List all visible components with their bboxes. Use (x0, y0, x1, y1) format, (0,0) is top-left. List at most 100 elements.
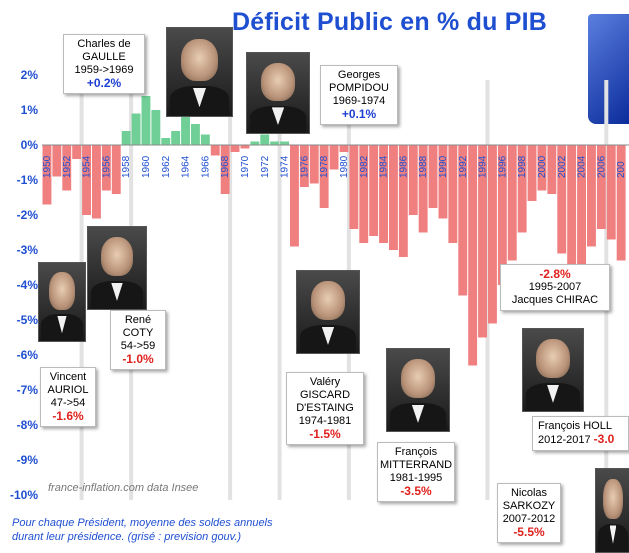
x-tick-label: 2002 (557, 155, 568, 178)
bar-1965 (191, 124, 200, 145)
x-tick-label: 1960 (141, 155, 152, 178)
source-credit: france-inflation.com data Insee (48, 482, 199, 494)
bar-1979 (329, 145, 339, 170)
x-tick-label: 1996 (497, 155, 508, 178)
bar-1962 (161, 138, 171, 145)
x-tick-label: 1988 (418, 155, 429, 178)
bar-2005 (587, 145, 596, 247)
bar-1964 (181, 117, 190, 145)
bar-1985 (389, 145, 398, 250)
bar-1997 (507, 145, 517, 261)
bar-1967 (210, 145, 220, 156)
de-gaulle-photo (166, 27, 233, 117)
x-tick-label: 1984 (379, 155, 390, 178)
bar-1992 (458, 145, 468, 296)
y-tick-label: -10% (9, 488, 38, 502)
x-tick-label: 1968 (220, 155, 231, 178)
x-tick-label: 2004 (577, 155, 588, 178)
y-tick-label: -3% (16, 243, 38, 257)
bar-1991 (448, 145, 458, 243)
bar-2008 (616, 145, 626, 261)
x-tick-label: 1962 (161, 155, 172, 178)
x-tick-label: 1990 (438, 155, 449, 178)
y-tick-label: -5% (16, 313, 38, 327)
x-tick-label: 1992 (458, 155, 469, 178)
x-tick-label: 1954 (82, 155, 93, 178)
x-tick-label: 1956 (101, 155, 112, 178)
coty-photo (87, 226, 147, 310)
x-tick-label: 1980 (339, 155, 350, 178)
y-tick-label: 1% (20, 103, 38, 117)
pompidou-label: Georges POMPIDOU 1969-1974 +0.1% (320, 65, 398, 125)
bar-1954 (82, 145, 91, 215)
auriol-label: Vincent AURIOL 47->54 -1.6% (40, 367, 96, 427)
bar-1950 (42, 145, 52, 205)
pompidou-photo (246, 52, 310, 134)
bar-1952 (62, 145, 72, 191)
bar-1951 (52, 145, 62, 177)
bar-1988 (418, 145, 428, 233)
bar-1983 (369, 145, 379, 236)
bar-1986 (398, 145, 408, 257)
bar-1953 (72, 145, 82, 159)
x-tick-label: 1952 (62, 155, 73, 178)
x-tick-label: 1972 (260, 155, 271, 178)
bar-1994 (478, 145, 487, 338)
bar-1968 (220, 145, 230, 194)
bar-1990 (438, 145, 448, 219)
mitterrand-photo (386, 348, 450, 432)
bar-1982 (359, 145, 369, 243)
bar-1993 (468, 145, 478, 366)
chirac-photo (522, 328, 584, 412)
x-tick-label: 1976 (299, 155, 310, 178)
x-tick-label: 1986 (398, 155, 409, 178)
auriol-photo (38, 262, 86, 342)
bar-1955 (92, 145, 101, 219)
bar-1974 (280, 141, 289, 145)
coty-label: René COTY 54->59 -1.0% (110, 310, 166, 370)
x-tick-label: 1978 (319, 155, 330, 178)
bar-2006 (596, 145, 606, 229)
x-tick-label: 1958 (121, 155, 132, 178)
hollande-label: François HOLL 2012-2017 -3.0 (532, 416, 629, 451)
bar-1996 (497, 145, 507, 285)
y-tick-label: -1% (16, 173, 38, 187)
bar-1972 (260, 134, 270, 145)
bar-1999 (527, 145, 537, 201)
bar-1998 (517, 145, 527, 233)
x-tick-label: 1970 (240, 155, 251, 178)
y-tick-label: -7% (16, 383, 38, 397)
chirac-label: -2.8% 1995-2007 Jacques CHIRAC (500, 264, 610, 311)
y-tick-label: -8% (16, 418, 38, 432)
bar-1961 (151, 110, 161, 145)
bar-1957 (111, 145, 121, 194)
sarkozy-photo (595, 468, 629, 553)
bar-2003 (567, 145, 577, 282)
y-tick-label: -2% (16, 208, 38, 222)
bar-2004 (577, 145, 586, 271)
bar-1963 (171, 131, 181, 145)
bar-2000 (537, 145, 547, 191)
x-tick-label: 1974 (280, 155, 291, 178)
y-tick-label: 0% (20, 138, 38, 152)
footnote: Pour chaque Président, moyenne des solde… (12, 517, 273, 543)
bar-1981 (349, 145, 359, 229)
bar-2007 (606, 145, 616, 240)
x-tick-label: 1966 (200, 155, 211, 178)
bar-1973 (270, 141, 280, 145)
presidency-separator (228, 80, 233, 500)
bar-1970 (240, 145, 250, 149)
giscard-photo (296, 270, 360, 354)
bar-1989 (428, 145, 438, 208)
bar-1984 (379, 145, 388, 243)
bar-1959 (131, 113, 141, 145)
bar-1980 (339, 145, 349, 152)
x-tick-label: 2006 (596, 155, 607, 178)
y-tick-label: -6% (16, 348, 38, 362)
bar-2002 (557, 145, 567, 254)
x-tick-label: 1998 (517, 155, 528, 178)
x-tick-label: 200 (616, 161, 627, 178)
bar-1975 (290, 145, 299, 247)
